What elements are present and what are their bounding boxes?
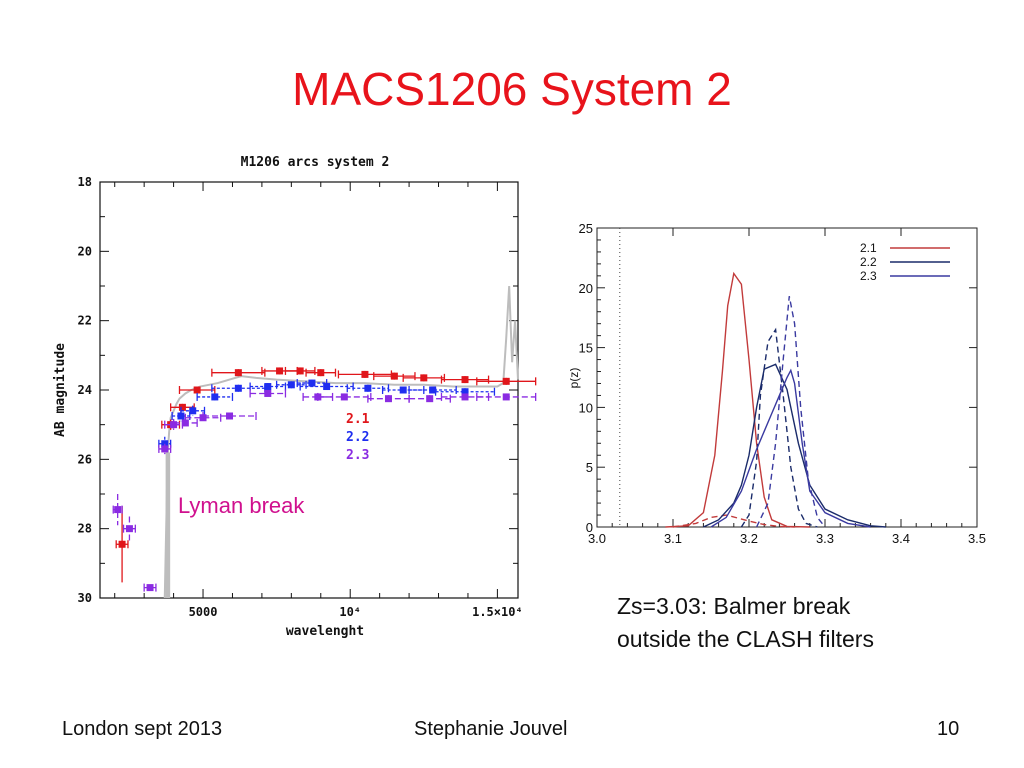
sed-data-point-2-1 [276,367,284,375]
sed-y-tick-label: 20 [78,244,92,258]
sed-data-point-2-2 [461,388,469,396]
pz-y-tick-label: 5 [586,460,593,475]
pz-curve-2-1 [672,514,795,528]
pz-x-tick-label: 3.3 [816,531,834,546]
sed-legend-2-2: 2.2 [346,430,369,445]
slide-title: MACS1206 System 2 [292,63,732,115]
pz-y-axis-label: p(z) [570,368,581,389]
sed-x-tick-label: 10⁴ [339,605,361,619]
sed-data-point-2-3 [161,445,169,453]
sed-data-point-2-1 [118,540,126,548]
pz-y-tick-label: 20 [579,281,593,296]
pz-x-tick-label: 3.0 [588,531,606,546]
sed-data-point-2-3 [264,389,272,397]
sed-data-point-2-3 [426,395,434,403]
sed-legend-2-3: 2.3 [346,448,369,463]
sed-chart-title: M1206 arcs system 2 [241,155,390,170]
sed-data-point-2-1 [234,369,242,377]
pz-axis-ticks: 0 5 10 15 20 25 3.0 3.1 3.2 3.3 3.4 3.5 [579,221,987,546]
pz-curve-2-3 [710,368,871,528]
caption-line-1: Zs=3.03: Balmer break [617,593,851,619]
sed-data-point-2-2 [211,393,219,401]
sed-data-point-2-3 [340,393,348,401]
sed-y-axis-label: AB magnitude [53,343,68,437]
pz-y-tick-label: 15 [579,341,593,356]
sed-data-point-2-2 [323,383,331,391]
pz-curve-2-2 [703,363,886,528]
footer-author: Stephanie Jouvel [414,718,568,740]
sed-data-point-2-2 [234,384,242,392]
pz-curve-2-1 [665,271,810,528]
pz-x-tick-label: 3.4 [892,531,910,546]
sed-model-spectrum [163,285,519,599]
pz-y-tick-label: 25 [579,221,593,236]
sed-y-tick-label: 24 [78,383,92,397]
sed-axis-ticks: 18 20 22 24 26 28 30 5000 10⁴ 1.5×10⁴ [78,175,523,619]
pz-legend-label: 2.3 [860,269,877,283]
caption-line-2: outside the CLASH filters [617,626,874,652]
sed-data-point-2-2 [264,383,272,391]
sed-series-layer [112,366,537,592]
sed-data-point-2-3 [461,393,469,401]
sed-data-point-2-2 [189,407,197,415]
pz-y-tick-label: 10 [579,400,593,415]
pz-legend: 2.12.22.3 [860,241,950,283]
footer-page-number: 10 [937,718,960,740]
sed-data-point-2-3 [125,525,133,533]
sed-data-point-2-1 [361,370,369,378]
sed-data-point-2-2 [177,412,185,420]
sed-data-point-2-3 [181,419,189,427]
sed-data-point-2-1 [178,403,186,411]
sed-chart: M1206 arcs system 2 18 20 22 24 26 28 30 5000 10… [53,155,537,639]
pz-x-tick-label: 3.2 [740,531,758,546]
pz-x-tick-label: 3.1 [664,531,682,546]
pz-x-tick-label: 3.5 [968,531,986,546]
sed-x-tick-label: 1.5×10⁴ [472,605,523,619]
sed-y-tick-label: 18 [78,175,92,189]
sed-legend: 2.1 2.2 2.3 [346,412,370,463]
sed-data-point-2-2 [399,386,407,394]
sed-data-point-2-2 [364,384,372,392]
sed-x-axis-label: wavelenght [286,624,364,639]
pz-series-layer [619,228,886,528]
sed-data-point-2-2 [429,386,437,394]
sed-data-point-2-3 [384,395,392,403]
sed-y-tick-label: 30 [78,591,92,605]
sed-data-point-2-1 [317,369,325,377]
pz-y-tick-label: 0 [586,520,593,535]
sed-data-point-2-1 [461,376,469,384]
sed-y-tick-label: 22 [78,314,92,328]
sed-data-point-2-3 [226,412,234,420]
sed-legend-2-1: 2.1 [346,412,370,427]
sed-data-point-2-3 [114,506,122,514]
footer-event: London sept 2013 [62,718,223,740]
sed-data-point-2-3 [146,584,154,592]
sed-data-point-2-1 [420,374,428,382]
sed-data-point-2-2 [308,379,316,387]
sed-data-point-2-3 [502,393,510,401]
pz-curve-2-2 [740,327,818,528]
sed-data-point-2-1 [296,367,304,375]
pz-legend-label: 2.2 [860,255,877,269]
sed-data-point-2-1 [193,386,201,394]
pz-legend-label: 2.1 [860,241,877,255]
sed-model-line [163,285,519,599]
sed-data-point-2-2 [287,381,295,389]
sed-data-point-2-1 [390,372,398,380]
sed-x-tick-label: 5000 [189,605,218,619]
sed-data-point-2-1 [502,377,510,385]
sed-y-tick-label: 28 [78,522,92,536]
caption: Zs=3.03: Balmer break outside the CLASH … [617,590,874,656]
lyman-break-annotation: Lyman break [178,493,305,518]
sed-y-tick-label: 26 [78,452,92,466]
